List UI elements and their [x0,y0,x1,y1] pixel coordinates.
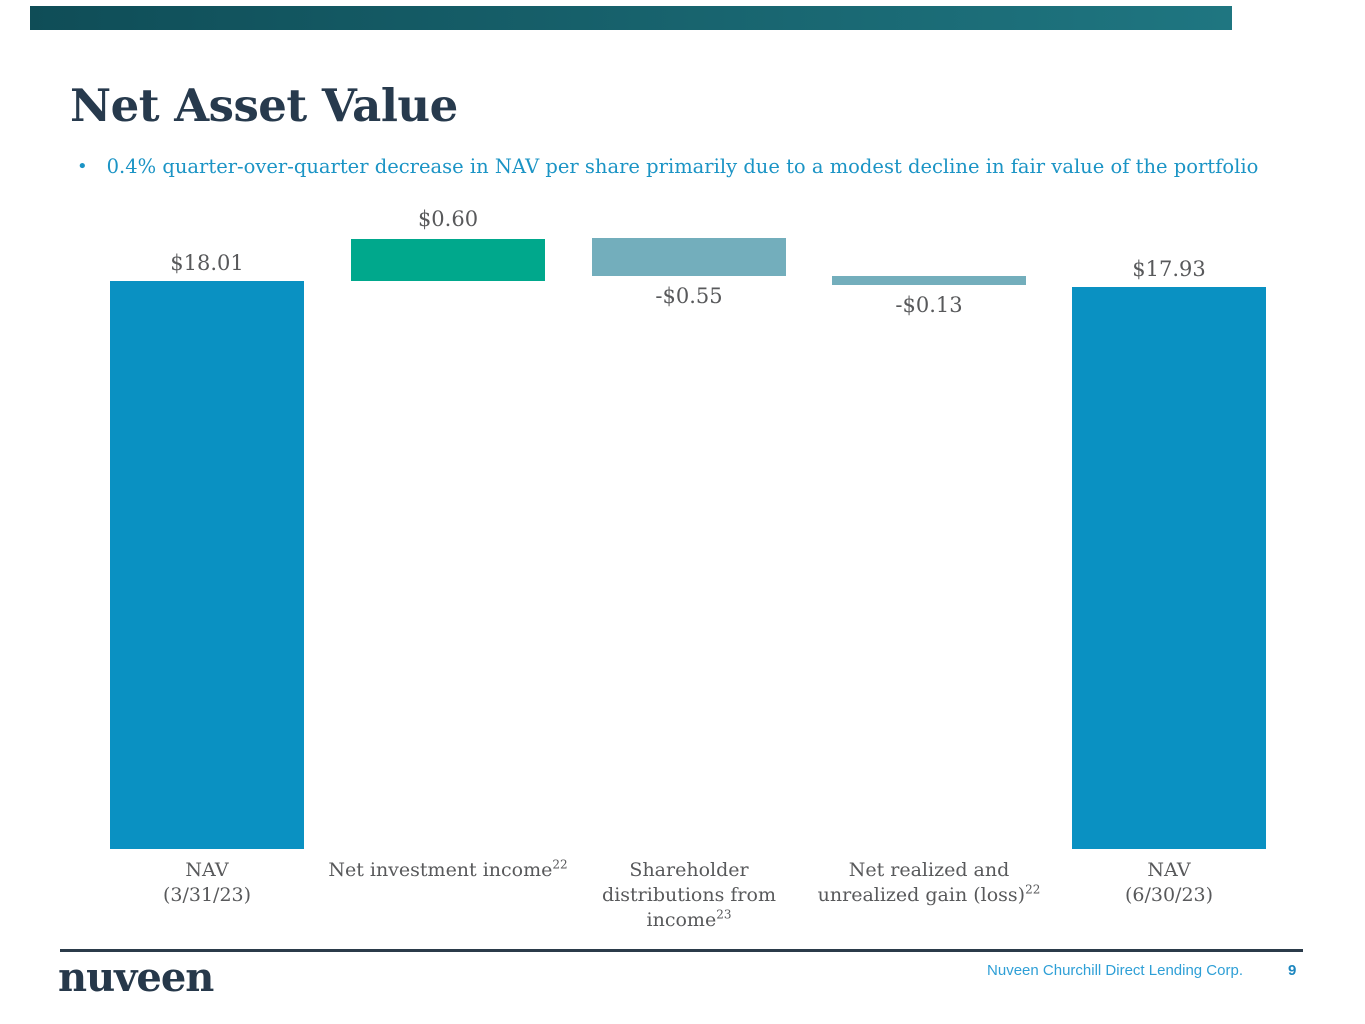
category-label-nav-start: NAV (3/31/23) [162,859,252,906]
bullet-point: • 0.4% quarter-over-quarter decrease in … [77,154,1258,180]
category-label-net-realized-unrealized: Net realized and unrealized gain (loss)22 [817,859,1041,906]
bar-value-label-shareholder-distributions: -$0.55 [655,284,723,308]
bar-value-label-nav-start: $18.01 [170,251,244,275]
footer-company-name: Nuveen Churchill Direct Lending Corp. [987,962,1243,979]
footer-divider [60,949,1303,952]
top-accent-bar [30,6,1232,30]
category-label-net-investment-income: Net investment income22 [328,857,568,881]
nuveen-logo: nuveen [58,954,214,1001]
bar-shareholder-distributions [592,238,786,276]
bar-net-investment-income [351,239,545,281]
page-number: 9 [1288,962,1297,979]
bullet-icon: • [77,156,88,177]
bar-value-label-net-realized-unrealized: -$0.13 [895,293,963,317]
page-title: Net Asset Value [70,79,458,132]
bar-value-label-net-investment-income: $0.60 [417,207,479,231]
category-label-nav-end: NAV (6/30/23) [1124,859,1214,906]
bullet-text: 0.4% quarter-over-quarter decrease in NA… [106,155,1259,178]
bar-net-realized-unrealized [832,276,1026,285]
bar-value-label-nav-end: $17.93 [1132,257,1206,281]
bar-nav-end [1072,287,1266,849]
category-label-shareholder-distributions: Shareholder distributions from income23 [602,859,776,931]
bar-nav-start [110,281,304,849]
